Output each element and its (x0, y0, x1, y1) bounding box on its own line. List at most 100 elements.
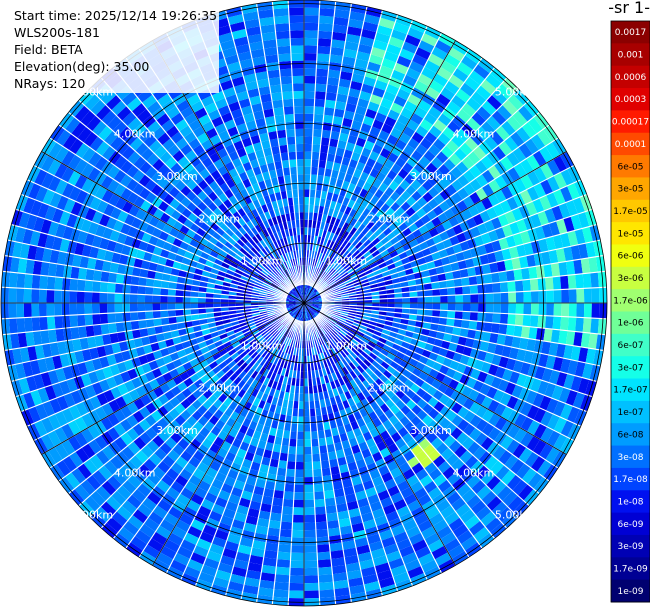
range-gate-cell (295, 143, 304, 152)
range-gate-cell (243, 522, 257, 533)
range-gate-cell (308, 212, 314, 221)
range-gate-cell (141, 232, 152, 244)
range-gate-cell (142, 382, 154, 394)
range-gate-cell (259, 579, 275, 590)
range-gate-cell (489, 262, 499, 274)
range-gate-cell (423, 480, 438, 494)
range-gate-cell (271, 329, 279, 337)
range-gate-cell (472, 446, 487, 461)
range-gate-cell (356, 98, 370, 109)
range-gate-cell (282, 399, 289, 408)
range-gate-cell (54, 146, 69, 163)
range-gate-cell (108, 272, 117, 284)
range-gate-cell (313, 106, 325, 115)
range-gate-cell (456, 529, 474, 545)
range-gate-cell (390, 467, 403, 479)
range-gate-cell (255, 252, 264, 261)
range-gate-cell (349, 257, 357, 265)
range-gate-cell (313, 339, 318, 347)
range-gate-cell (221, 261, 230, 270)
range-gate-cell (341, 375, 350, 384)
range-gate-cell (289, 166, 298, 175)
range-gate-cell (88, 151, 102, 167)
range-gate-cell (428, 125, 443, 139)
range-gate-cell (234, 268, 244, 276)
range-gate-cell (494, 189, 507, 204)
range-gate-cell (364, 330, 374, 338)
range-gate-cell (346, 95, 359, 106)
range-gate-cell (372, 303, 380, 307)
range-gate-cell (374, 32, 391, 44)
range-gate-cell (332, 261, 340, 270)
range-gate-cell (281, 83, 293, 93)
range-gate-cell (484, 455, 499, 471)
range-gate-cell (318, 319, 325, 327)
range-gate-cell (359, 559, 375, 570)
range-gate-cell (483, 219, 495, 233)
range-gate-cell (108, 399, 121, 413)
range-gate-cell (258, 366, 267, 376)
range-gate-cell (308, 290, 313, 297)
range-gate-cell (250, 379, 259, 389)
range-gate-cell (145, 352, 156, 363)
range-gate-cell (113, 169, 127, 184)
range-gate-cell (459, 354, 470, 366)
range-gate-cell (114, 283, 124, 294)
range-gate-cell (161, 119, 175, 133)
ray-gap-line (306, 320, 352, 603)
range-gate-cell (379, 307, 388, 312)
range-gate-cell (433, 473, 447, 487)
range-gate-cell (163, 331, 173, 341)
range-gate-cell (567, 274, 577, 290)
range-gate-cell (330, 250, 337, 259)
range-gate-cell (334, 495, 347, 505)
range-gate-cell (66, 240, 78, 255)
colorbar-tick-label: 0.0017 (615, 28, 647, 38)
range-gate-cell (59, 238, 70, 253)
range-gate-cell (299, 212, 304, 220)
range-gate-cell (262, 282, 271, 288)
range-gate-cell (370, 401, 380, 411)
range-gate-cell (273, 249, 280, 258)
range-gate-cell (16, 303, 25, 319)
range-gate-cell (282, 198, 289, 207)
range-gate-cell (219, 266, 228, 274)
range-gate-cell (77, 279, 86, 292)
range-gate-cell (345, 381, 354, 391)
range-gate-cell (309, 307, 316, 314)
range-gate-cell (188, 119, 202, 132)
range-gate-cell (239, 537, 254, 548)
ray-gap-line (315, 77, 508, 290)
range-gate-cell (328, 458, 339, 468)
range-gate-cell (267, 527, 281, 537)
range-gate-cell (208, 510, 223, 523)
range-gate-cell (241, 214, 251, 224)
range-gate-cell (52, 236, 63, 251)
range-gate-cell (457, 418, 470, 432)
range-gate-cell (205, 467, 218, 479)
ray-gap-line (68, 111, 291, 293)
range-gate-cell (365, 254, 374, 262)
range-gate-cell (371, 476, 385, 487)
range-gate-cell (32, 260, 43, 276)
range-gate-cell (444, 511, 460, 526)
range-gate-cell (390, 492, 404, 504)
range-gate-cell (209, 543, 225, 556)
range-gate-cell (269, 84, 282, 94)
range-gate-cell (317, 566, 333, 576)
range-gate-cell (309, 197, 316, 206)
range-gate-cell (121, 244, 132, 256)
range-gate-cell (145, 402, 157, 415)
range-gate-cell (278, 273, 285, 281)
range-gate-cell (75, 447, 90, 464)
range-gate-cell (427, 106, 442, 120)
range-gate-cell (33, 373, 45, 390)
range-gate-cell (280, 152, 289, 161)
range-gate-cell (84, 303, 93, 315)
range-gate-cell (262, 557, 278, 567)
range-gate-cell (270, 316, 278, 322)
range-gate-cell (380, 249, 390, 258)
range-gate-cell (512, 110, 528, 127)
range-gate-cell (321, 283, 329, 290)
range-gate-cell (273, 8, 289, 17)
